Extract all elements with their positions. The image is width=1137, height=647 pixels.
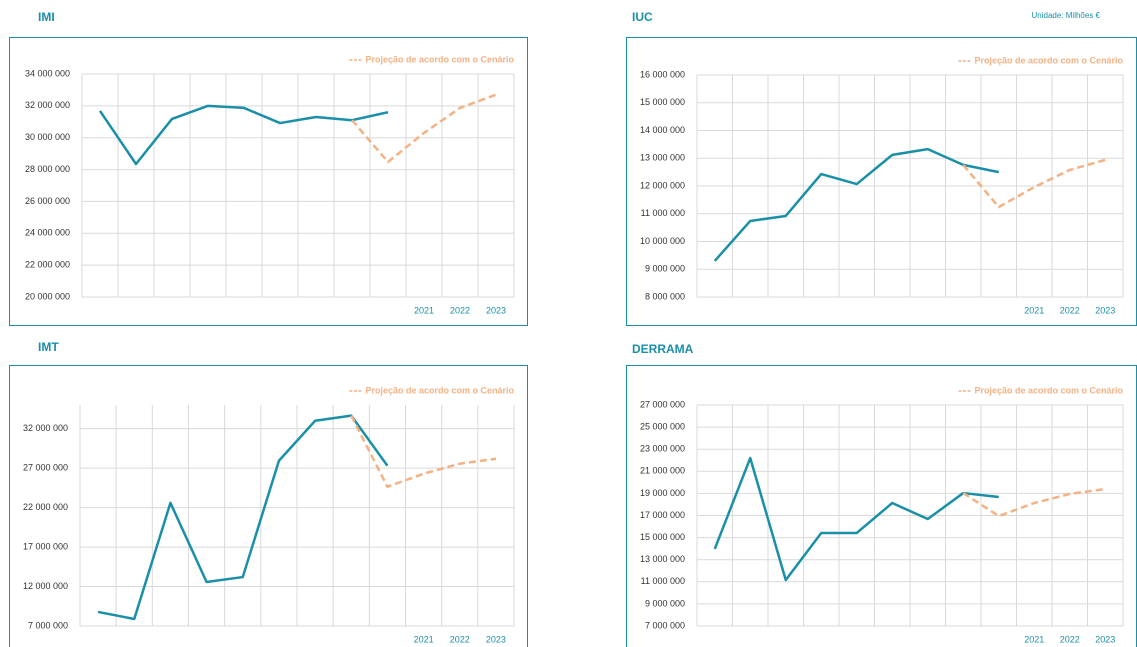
y-tick-label: 19 000 000 [640, 488, 685, 498]
x-tick-label: 2021 [1024, 305, 1044, 315]
x-tick-label: 2022 [450, 305, 470, 315]
y-tick-label: 9 000 000 [645, 264, 685, 274]
y-tick-label: 7 000 000 [28, 620, 68, 630]
x-tick-label: 2023 [1095, 634, 1115, 644]
y-tick-label: 10 000 000 [640, 236, 685, 246]
y-tick-label: 24 000 000 [25, 228, 70, 238]
y-tick-label: 26 000 000 [25, 196, 70, 206]
projection-line [962, 158, 1106, 209]
x-tick-label: 2021 [414, 305, 434, 315]
y-tick-label: 30 000 000 [25, 132, 70, 142]
y-tick-label: 13 000 000 [640, 153, 685, 163]
x-tick-label: 2021 [414, 634, 434, 644]
y-tick-label: 25 000 000 [640, 421, 685, 431]
panel-border [626, 37, 1137, 326]
y-tick-label: 11 000 000 [641, 576, 685, 586]
y-tick-label: 32 000 000 [23, 423, 68, 433]
data-line [97, 414, 389, 621]
chart-title: IMI [38, 10, 55, 24]
y-tick-label: 12 000 000 [23, 581, 68, 591]
y-tick-label: 28 000 000 [25, 164, 70, 174]
y-tick-label: 11 000 000 [641, 208, 685, 218]
chart-title: IMT [38, 340, 59, 354]
y-tick-label: 22 000 000 [25, 260, 70, 270]
legend-label: Projeção de acordo com o Cenário [974, 55, 1123, 65]
panel-border [9, 37, 528, 326]
data-line [98, 104, 389, 166]
x-tick-label: 2022 [1060, 634, 1080, 644]
y-tick-label: 23 000 000 [640, 444, 685, 454]
legend-label: Projeção de acordo com o Cenário [974, 385, 1123, 395]
projection-line [962, 487, 1106, 518]
y-tick-label: 7 000 000 [645, 620, 685, 630]
projection-line [351, 93, 497, 164]
y-tick-label: 9 000 000 [645, 598, 685, 608]
x-tick-label: 2022 [1060, 305, 1080, 315]
y-tick-label: 27 000 000 [640, 399, 685, 409]
x-tick-label: 2023 [486, 305, 506, 315]
y-tick-label: 17 000 000 [640, 510, 685, 520]
x-tick-label: 2023 [1095, 305, 1115, 315]
unit-note: Unidade: Milhões € [1032, 11, 1101, 20]
y-tick-label: 15 000 000 [640, 532, 685, 542]
y-tick-label: 34 000 000 [25, 68, 70, 78]
legend-label: Projeção de acordo com o Cenário [365, 385, 514, 395]
y-tick-label: 32 000 000 [25, 100, 70, 110]
y-tick-label: 12 000 000 [640, 180, 685, 190]
x-tick-label: 2023 [486, 634, 506, 644]
y-tick-label: 21 000 000 [640, 466, 685, 476]
chart-title: DERRAMA [632, 342, 694, 356]
data-line [713, 147, 999, 262]
projection-line [350, 415, 497, 489]
y-tick-label: 27 000 000 [23, 463, 68, 473]
y-tick-label: 8 000 000 [645, 291, 685, 301]
legend-label: Projeção de acordo com o Cenário [365, 54, 514, 64]
panel-border [9, 365, 528, 647]
chart-title: IUC [632, 10, 653, 24]
data-line [713, 456, 999, 582]
y-tick-label: 16 000 000 [640, 69, 685, 79]
x-tick-label: 2021 [1024, 634, 1044, 644]
x-tick-label: 2022 [450, 634, 470, 644]
y-tick-label: 20 000 000 [25, 291, 70, 301]
y-tick-label: 14 000 000 [640, 125, 685, 135]
y-tick-label: 15 000 000 [640, 97, 685, 107]
y-tick-label: 22 000 000 [23, 502, 68, 512]
y-tick-label: 17 000 000 [23, 541, 68, 551]
y-tick-label: 13 000 000 [640, 554, 685, 564]
panel-border [626, 365, 1137, 647]
